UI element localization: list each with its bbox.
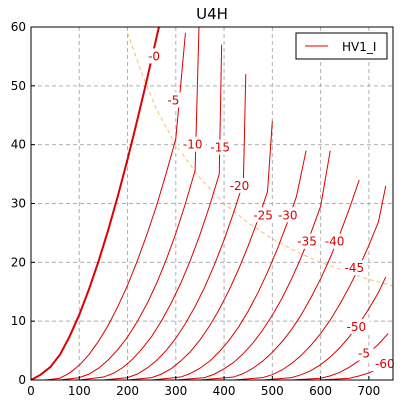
y-tick-label: 0	[18, 373, 26, 387]
curve-label: -50	[347, 320, 367, 334]
y-tick-label: 20	[11, 255, 26, 269]
curve-label-bg	[274, 207, 302, 223]
curve-label-bg	[341, 260, 368, 276]
curve-label: -35	[297, 235, 317, 249]
x-tick-label: 100	[68, 384, 91, 398]
curve-label-bg	[321, 233, 348, 249]
curve-line	[45, 32, 186, 380]
x-tick-label: 500	[261, 384, 284, 398]
y-tick-label: 10	[11, 314, 26, 328]
x-tick-label: 600	[309, 384, 332, 398]
y-tick-label: 60	[11, 20, 26, 34]
curve-label-bg	[249, 207, 277, 223]
legend: HV1_I	[295, 32, 388, 60]
curve-label-bg	[206, 139, 234, 155]
x-tick-label: 0	[27, 384, 35, 398]
curve-label-bg	[179, 136, 206, 152]
axis-ticks: 0 100 200 300 400 500 600 700 0 10 20 30 40 50 60	[11, 20, 381, 398]
curve-line	[31, 27, 161, 380]
curve-label: -25	[253, 208, 273, 222]
curve-label-bg	[343, 319, 370, 335]
curve-label: -45	[345, 261, 365, 275]
curve-line	[233, 185, 387, 380]
x-tick-label: 300	[164, 384, 187, 398]
curve-label: -40	[325, 235, 345, 249]
curve-label-bg	[371, 356, 399, 372]
curve-line	[291, 333, 389, 380]
curve-label: -5	[167, 94, 179, 108]
curve-label: -15	[210, 141, 230, 155]
curve-label-bg	[226, 177, 253, 193]
curve-label-bg	[354, 345, 374, 361]
curve-line	[262, 276, 387, 380]
curve-line	[59, 27, 200, 380]
curve-label-bg	[293, 233, 321, 249]
plate-curves	[31, 27, 389, 380]
curve-line	[127, 121, 273, 380]
x-tick-label: 400	[213, 384, 236, 398]
curve-label: -10	[183, 138, 203, 152]
curve-label: -20	[230, 179, 250, 193]
curve-line	[103, 74, 247, 380]
legend-label: HV1_I	[342, 40, 376, 54]
curve-label: -0	[148, 49, 160, 63]
x-tick-label: 200	[116, 384, 139, 398]
curve-label: -5	[358, 347, 370, 361]
y-tick-label: 30	[11, 197, 26, 211]
curve-line	[151, 150, 307, 380]
y-tick-label: 50	[11, 79, 26, 93]
curve-label-bg	[163, 92, 183, 108]
y-tick-label: 40	[11, 138, 26, 152]
curve-label: -30	[278, 208, 298, 222]
chart-title: U4H	[196, 5, 228, 23]
x-tick-label: 700	[357, 384, 380, 398]
curve-line	[79, 44, 223, 380]
curve-label: -60	[375, 357, 395, 371]
curve-label-bg	[144, 48, 164, 64]
curve-labels: -0 -5 -10 -15 -20 -25 -30 -35 -40-45 -50 -5 -60	[144, 48, 399, 372]
